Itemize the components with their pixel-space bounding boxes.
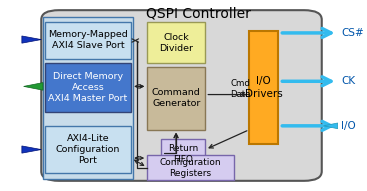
Polygon shape xyxy=(23,83,43,90)
Bar xyxy=(45,22,131,58)
Bar xyxy=(250,31,278,144)
Bar xyxy=(43,17,133,179)
Text: Return
FIFO: Return FIFO xyxy=(168,144,199,164)
Bar xyxy=(147,23,205,63)
Text: Direct Memory
Access
AXI4 Master Port: Direct Memory Access AXI4 Master Port xyxy=(48,72,128,103)
Bar xyxy=(147,67,205,130)
Text: AXI4-Lite
Configuration
Port: AXI4-Lite Configuration Port xyxy=(56,134,120,165)
Text: Memory-Mapped
AXI4 Slave Port: Memory-Mapped AXI4 Slave Port xyxy=(48,30,128,50)
Polygon shape xyxy=(324,123,338,129)
Bar xyxy=(45,126,131,173)
Text: CK: CK xyxy=(341,76,355,86)
Text: Clock
Divider: Clock Divider xyxy=(159,33,193,53)
FancyBboxPatch shape xyxy=(41,10,322,181)
Text: QSPI Controller: QSPI Controller xyxy=(146,6,251,20)
Text: Configuration
Registers: Configuration Registers xyxy=(160,158,221,178)
Text: Cmd
Data: Cmd Data xyxy=(230,79,251,99)
Bar xyxy=(147,155,233,180)
Text: CS#: CS# xyxy=(341,28,364,38)
Bar xyxy=(45,63,131,112)
Polygon shape xyxy=(22,146,41,153)
Bar xyxy=(161,139,205,168)
Text: I/O
Drivers: I/O Drivers xyxy=(245,76,283,99)
Text: Command
Generator: Command Generator xyxy=(152,88,201,108)
Polygon shape xyxy=(22,36,41,43)
Text: I/O: I/O xyxy=(341,121,356,131)
